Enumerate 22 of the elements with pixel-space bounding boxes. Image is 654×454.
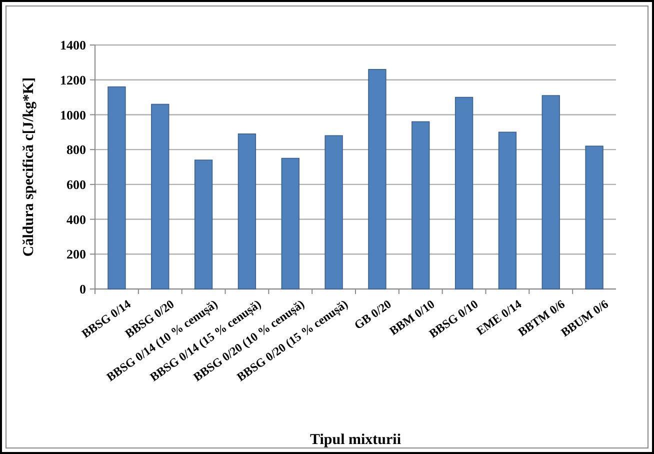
bar [238, 133, 256, 290]
y-tick-label: 1400 [60, 38, 86, 53]
bar [194, 160, 213, 290]
bar [281, 158, 300, 290]
y-tick-label: 0 [80, 282, 86, 297]
bar [585, 146, 604, 290]
y-tick-label: 1000 [60, 107, 86, 122]
y-tick-label: 600 [66, 176, 86, 192]
y-tick-label: 400 [66, 212, 86, 227]
bar [542, 95, 560, 290]
y-axis-title: Căldura specifică c[J/kg*K] [21, 77, 37, 257]
bar [324, 135, 343, 290]
x-axis-title: Tipul mixturii [310, 432, 401, 448]
bar [368, 69, 386, 290]
bar [412, 121, 430, 290]
y-tick-label: 1200 [60, 72, 86, 88]
bar [498, 132, 517, 290]
y-tick-label: 800 [66, 142, 86, 158]
bar [151, 104, 170, 290]
bar [454, 96, 474, 290]
bar [108, 86, 126, 290]
y-tick-label: 200 [66, 246, 86, 262]
